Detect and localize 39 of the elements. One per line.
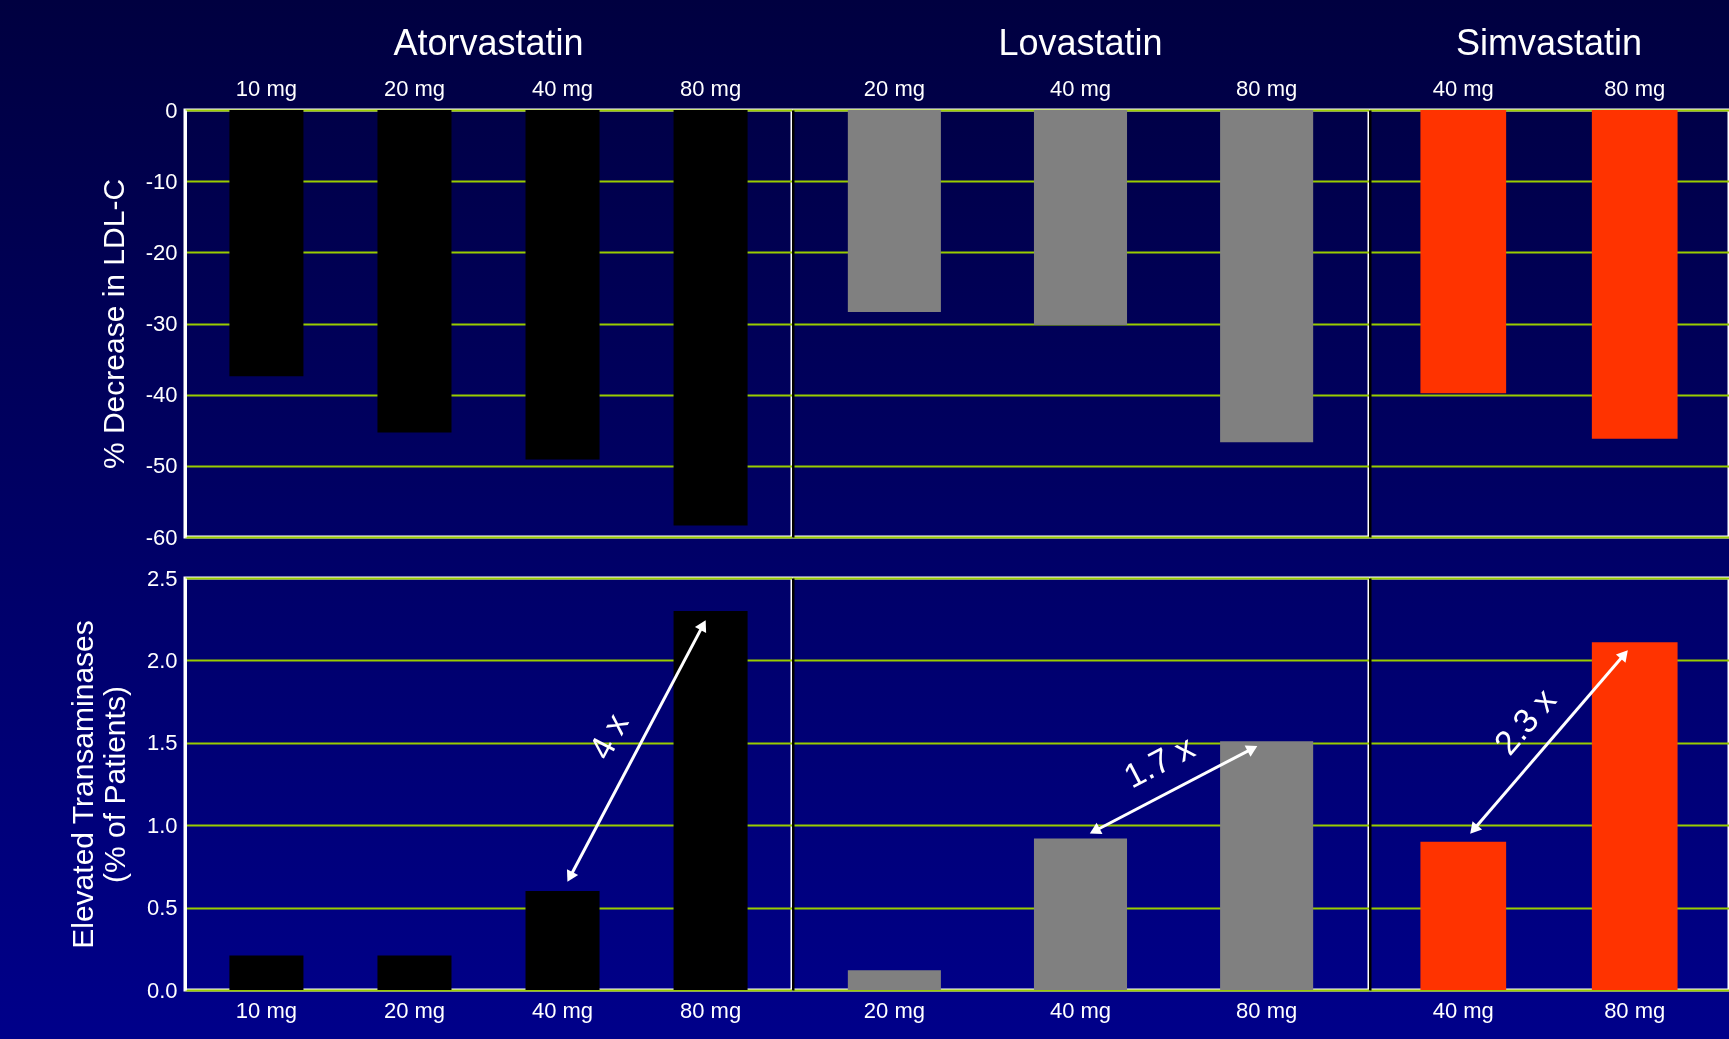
x-tick-label: 40 mg (531, 75, 594, 101)
y-axis-title: % Decrease in LDL-C (96, 178, 130, 470)
y-tick-label: 0 (165, 97, 178, 123)
x-tick-label: 40 mg (1432, 997, 1494, 1023)
x-tick-label: 10 mg (235, 75, 297, 101)
y-tick-label: -40 (145, 382, 178, 408)
y-tick-label: 0.0 (146, 977, 178, 1003)
y-tick-label: -20 (145, 239, 178, 265)
x-tick-label: 80 mg (680, 997, 742, 1023)
x-tick-label: 40 mg (1049, 997, 1112, 1023)
annotation: 4 x (580, 707, 636, 766)
x-tick-label: 40 mg (1432, 75, 1494, 101)
x-tick-label: 80 mg (1236, 997, 1298, 1023)
y-tick-label: -10 (145, 168, 178, 194)
chart-title: Simvastatin (1455, 22, 1643, 63)
chart-title: Lovastatin (998, 22, 1163, 63)
y-tick-label: -50 (145, 453, 178, 479)
x-tick-label: 20 mg (863, 75, 925, 101)
y-tick-label: 2.0 (146, 647, 178, 673)
y-tick-label: 1.5 (146, 730, 178, 756)
y-tick-label: 1.0 (146, 812, 178, 838)
x-tick-label: 40 mg (531, 997, 594, 1023)
y-axis-title: Elevated Transaminases (% of Patients) (65, 620, 131, 949)
y-tick-label: 0.5 (146, 895, 178, 921)
annotation: 1.7 x (1117, 727, 1201, 796)
y-tick-label: -30 (145, 311, 178, 336)
x-tick-label: 20 mg (383, 997, 446, 1023)
x-tick-label: 80 mg (1604, 75, 1666, 101)
x-tick-label: 80 mg (1236, 75, 1298, 101)
x-tick-label: 20 mg (383, 75, 446, 101)
annotation: 2.3 x (1486, 680, 1564, 762)
x-tick-label: 40 mg (1049, 75, 1112, 101)
x-tick-label: 80 mg (680, 75, 742, 101)
x-tick-label: 20 mg (863, 997, 925, 1023)
y-tick-label: -60 (145, 524, 178, 550)
x-tick-label: 80 mg (1604, 997, 1666, 1023)
chart-title: Atorvastatin (393, 22, 584, 63)
x-tick-label: 10 mg (235, 997, 297, 1023)
y-tick-label: 2.5 (146, 565, 178, 591)
